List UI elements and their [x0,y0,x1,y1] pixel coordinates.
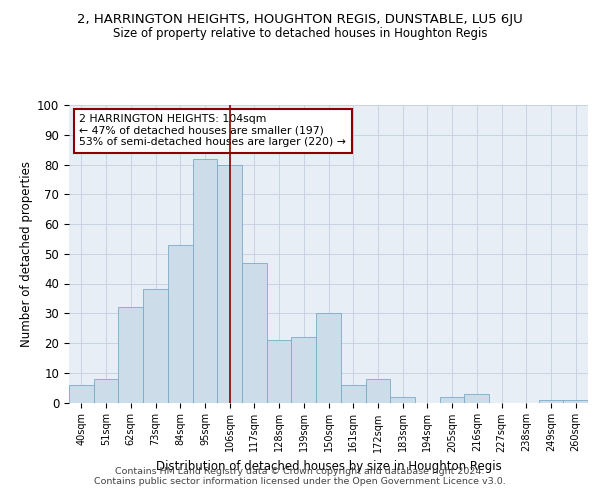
Bar [118,308,143,402]
Text: 2, HARRINGTON HEIGHTS, HOUGHTON REGIS, DUNSTABLE, LU5 6JU: 2, HARRINGTON HEIGHTS, HOUGHTON REGIS, D… [77,12,523,26]
Bar [539,400,563,402]
X-axis label: Distribution of detached houses by size in Houghton Regis: Distribution of detached houses by size … [155,460,502,473]
Bar [143,290,168,403]
Bar [292,337,316,402]
Text: 2 HARRINGTON HEIGHTS: 104sqm
← 47% of detached houses are smaller (197)
53% of s: 2 HARRINGTON HEIGHTS: 104sqm ← 47% of de… [79,114,346,147]
Bar [365,378,390,402]
Bar [563,400,588,402]
Bar [316,313,341,402]
Bar [267,340,292,402]
Bar [69,384,94,402]
Text: Size of property relative to detached houses in Houghton Regis: Size of property relative to detached ho… [113,28,487,40]
Bar [168,245,193,402]
Bar [193,158,217,402]
Y-axis label: Number of detached properties: Number of detached properties [20,161,33,347]
Bar [341,384,365,402]
Text: Contains HM Land Registry data © Crown copyright and database right 2024.
Contai: Contains HM Land Registry data © Crown c… [94,466,506,486]
Bar [242,262,267,402]
Bar [390,396,415,402]
Bar [94,378,118,402]
Bar [440,396,464,402]
Bar [464,394,489,402]
Bar [217,164,242,402]
